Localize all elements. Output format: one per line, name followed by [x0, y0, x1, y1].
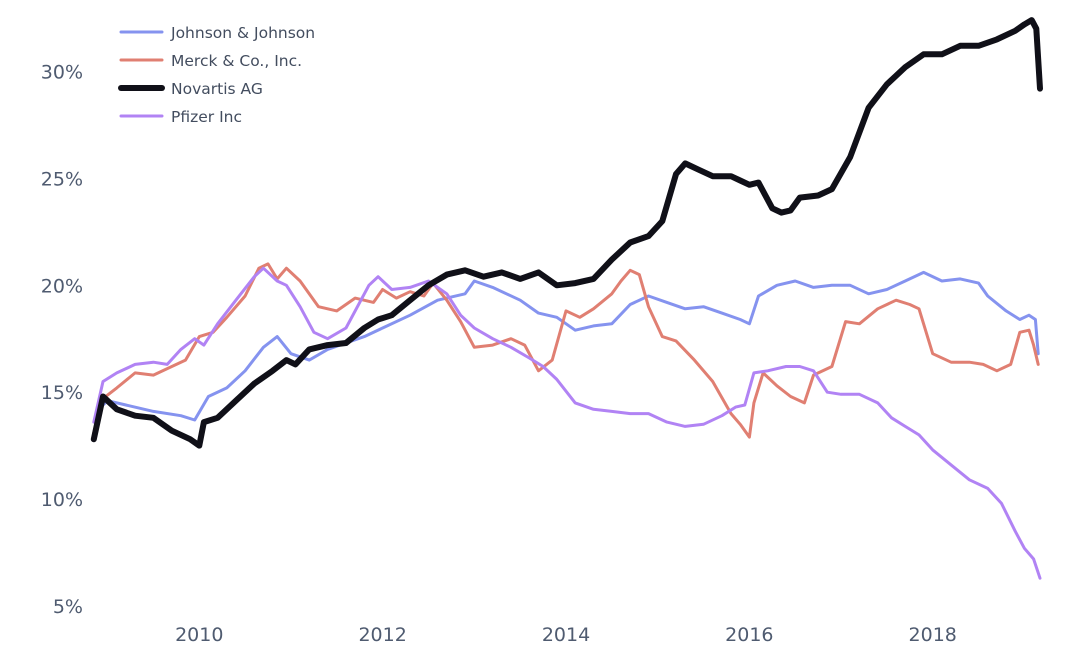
x-tick-label: 2014: [542, 624, 590, 646]
y-tick-label: 5%: [53, 596, 83, 618]
y-axis: 5% 10% 15% 20% 25% 30%: [41, 61, 83, 618]
legend-label: Pfizer Inc: [171, 108, 242, 126]
series-line-novartis-ag: [90, 17, 1043, 449]
series-line-merck-co-inc: [92, 262, 1040, 439]
x-tick-label: 2012: [358, 624, 406, 646]
series-line-johnson-johnson: [92, 270, 1040, 437]
y-tick-label: 15%: [41, 382, 83, 404]
series-line-pfizer-inc: [92, 266, 1042, 580]
legend-label: Merck & Co., Inc.: [171, 52, 302, 70]
legend-item[interactable]: Merck & Co., Inc.: [119, 52, 302, 70]
y-tick-label: 30%: [41, 61, 83, 83]
y-tick-label: 10%: [41, 489, 83, 511]
plot-area: [90, 17, 1043, 580]
legend-label: Johnson & Johnson: [170, 24, 315, 42]
legend-item[interactable]: Johnson & Johnson: [119, 24, 315, 42]
legend-label: Novartis AG: [171, 80, 263, 98]
y-tick-label: 25%: [41, 168, 83, 190]
legend-item[interactable]: Pfizer Inc: [119, 108, 242, 126]
x-tick-label: 2016: [725, 624, 773, 646]
legend-item[interactable]: Novartis AG: [118, 80, 263, 98]
x-tick-label: 2018: [909, 624, 957, 646]
x-tick-label: 2010: [175, 624, 223, 646]
y-tick-label: 20%: [41, 275, 83, 297]
legend: Johnson & Johnson Merck & Co., Inc. Novart…: [118, 24, 315, 126]
x-axis: 2010 2012 2014 2016 2018: [175, 624, 957, 646]
